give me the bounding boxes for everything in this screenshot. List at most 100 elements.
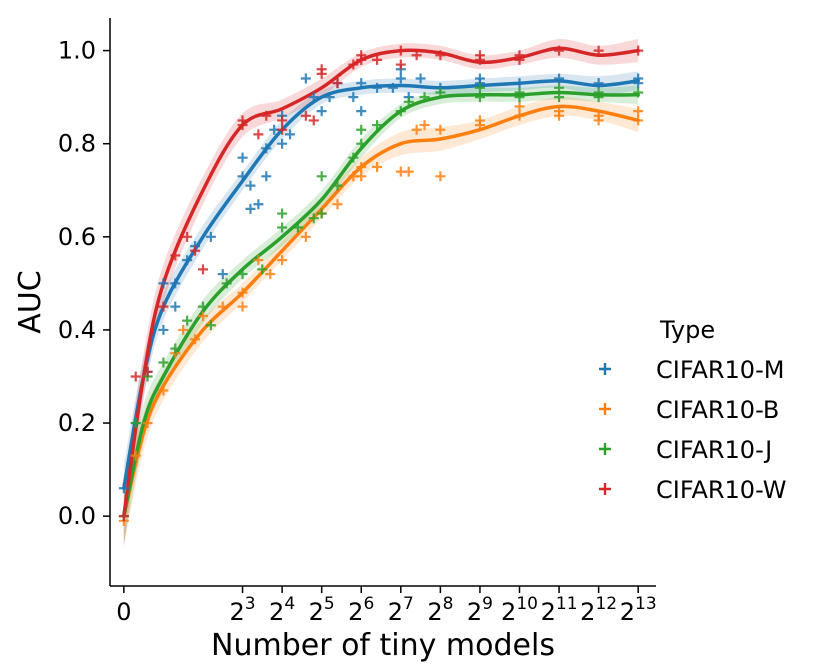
data-point-cifar10-w [261,110,272,121]
data-point-cifar10-j [435,87,446,98]
y-tick-label: 0.8 [58,130,96,158]
data-point-cifar10-b [332,199,343,210]
data-point-cifar10-m [308,92,319,103]
y-ticks: 0.0 0.2 0.4 0.6 0.8 1.0 [58,37,110,530]
data-point-cifar10-m [348,92,359,103]
data-point-cifar10-j [593,87,604,98]
data-point-cifar10-b [403,166,414,177]
data-point-cifar10-b [435,124,446,135]
x-tick-label: 25 [309,594,335,626]
data-point-cifar10-b [633,106,644,117]
data-point-cifar10-m [237,171,248,182]
data-point-cifar10-w [395,45,406,56]
data-point-cifar10-j [419,92,430,103]
data-point-cifar10-w [633,45,644,56]
data-point-cifar10-j [474,82,485,93]
data-point-cifar10-w [474,50,485,61]
fit-lines [122,46,640,518]
data-point-cifar10-b [237,287,248,298]
data-point-cifar10-m [514,78,525,89]
data-point-cifar10-w [372,54,383,65]
data-point-cifar10-j [221,278,232,289]
data-point-cifar10-j [277,208,288,219]
data-point-cifar10-j [514,87,525,98]
data-point-cifar10-j [332,180,343,191]
data-point-cifar10-w [332,78,343,89]
data-point-cifar10-w [348,59,359,70]
confidence-band-cifar10-m [123,71,639,512]
data-point-cifar10-b [253,255,264,266]
y-tick-label: 0.2 [58,409,96,437]
data-point-cifar10-m [593,78,604,89]
data-point-cifar10-j [308,213,319,224]
data-point-cifar10-m [300,73,311,84]
data-point-cifar10-b [265,269,276,280]
data-point-cifar10-w [308,115,319,126]
legend-marker-cifar10-b [599,403,611,415]
data-point-cifar10-j [395,106,406,117]
x-ticks: 0 23 24 25 26 27 28 29 210 211 212 213 [116,586,657,626]
legend-label-cifar10-m: CIFAR10-M [656,356,784,384]
data-point-cifar10-w [158,301,169,312]
data-point-cifar10-m [170,301,181,312]
data-point-cifar10-w [395,59,406,70]
data-point-cifar10-j [403,96,414,107]
legend-marker-cifar10-j [599,443,611,455]
data-point-cifar10-b [130,450,141,461]
data-point-cifar10-m [245,180,256,191]
data-point-cifar10-j [158,357,169,368]
data-point-cifar10-b [190,334,201,345]
data-point-cifar10-j [633,87,644,98]
x-tick-label: 210 [501,594,538,626]
data-point-cifar10-w [142,366,153,377]
data-point-cifar10-j [474,92,485,103]
data-point-cifar10-j [237,269,248,280]
data-point-cifar10-w [316,64,327,75]
data-point-cifar10-j [316,208,327,219]
data-point-cifar10-m [205,231,216,242]
data-point-cifar10-b [217,301,228,312]
data-point-cifar10-b [237,301,248,312]
legend: Type CIFAR10-M CIFAR10-B CIFAR10-J CIFAR10-… [599,316,787,504]
data-point-cifar10-w [554,45,565,56]
data-point-cifar10-j [356,138,367,149]
data-point-cifar10-b [411,124,422,135]
data-point-cifar10-j [356,124,367,135]
y-tick-label: 0.6 [58,223,96,251]
data-point-cifar10-b [554,106,565,117]
data-point-cifar10-j [277,222,288,233]
data-point-cifar10-j [372,120,383,131]
x-tick-label: 0 [116,598,131,626]
data-point-cifar10-j [205,320,216,331]
x-tick-label: 26 [348,594,374,626]
x-tick-label: 24 [269,594,295,626]
legend-label-cifar10-j: CIFAR10-J [656,436,772,464]
data-point-cifar10-m [554,73,565,84]
data-point-cifar10-b [372,161,383,172]
data-point-cifar10-b [356,171,367,182]
data-point-cifar10-j [197,301,208,312]
data-point-cifar10-m [253,199,264,210]
data-point-cifar10-b [197,310,208,321]
fit-line-cifar10-m [122,79,640,490]
data-point-cifar10-m [633,78,644,89]
data-point-cifar10-w [277,124,288,135]
data-point-cifar10-w [182,231,193,242]
data-point-cifar10-w [514,50,525,61]
data-point-cifar10-b [435,171,446,182]
data-point-cifar10-b [142,418,153,429]
data-point-cifar10-b [277,255,288,266]
data-point-cifar10-b [593,115,604,126]
data-point-cifar10-w [435,50,446,61]
legend-label-cifar10-b: CIFAR10-B [656,396,779,424]
legend-label-cifar10-w: CIFAR10-W [656,476,787,504]
y-axis-title: AUC [13,270,48,333]
data-point-cifar10-w [118,511,129,522]
data-point-cifar10-j [348,152,359,163]
data-point-cifar10-b [514,110,525,121]
data-point-cifar10-j [257,264,268,275]
x-tick-label: 211 [541,594,578,626]
data-point-cifar10-w [197,264,208,275]
data-point-cifar10-b [158,385,169,396]
